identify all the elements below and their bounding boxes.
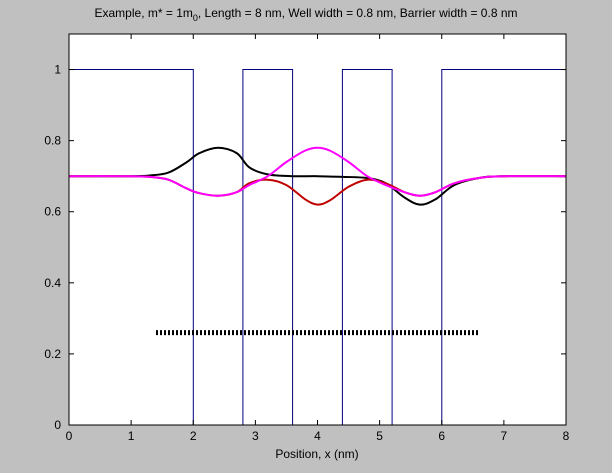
- x-tick-label: 5: [376, 429, 383, 443]
- x-tick-label: 4: [314, 429, 321, 443]
- x-tick-label: 1: [128, 429, 135, 443]
- x-axis-label: Position, x (nm): [275, 447, 358, 461]
- x-tick-label: 7: [501, 429, 508, 443]
- plot-area: [69, 34, 566, 425]
- y-tick-label: 0.6: [44, 205, 61, 219]
- axes-group: 0 1 2 3 4 5 6 7 8 0 0.2 0.4 0.6 0.8 1: [44, 33, 570, 443]
- y-tick-label: 0.8: [44, 134, 61, 148]
- y-tick-label: 0.4: [44, 276, 61, 290]
- x-tick-label: 8: [563, 429, 570, 443]
- chart-title-main: Example, m* = 1m: [95, 6, 193, 20]
- x-tick-label: 3: [252, 429, 259, 443]
- series-line-state_magenta: [68, 146, 567, 197]
- y-tick-label: 0: [54, 418, 61, 432]
- y-tick-label: 1: [54, 63, 61, 77]
- chart-title: Example, m* = 1m0, Length = 8 nm, Well w…: [95, 6, 518, 23]
- x-tick-label: 6: [438, 429, 445, 443]
- x-tick-label: 0: [66, 429, 73, 443]
- chart-title-subscript: 0: [193, 13, 198, 23]
- x-tick-label: 2: [190, 429, 197, 443]
- chart-title-rest: , Length = 8 nm, Well width = 0.8 nm, Ba…: [198, 6, 518, 20]
- series-line-state_black: [68, 146, 567, 206]
- y-tick-label: 0.2: [44, 347, 61, 361]
